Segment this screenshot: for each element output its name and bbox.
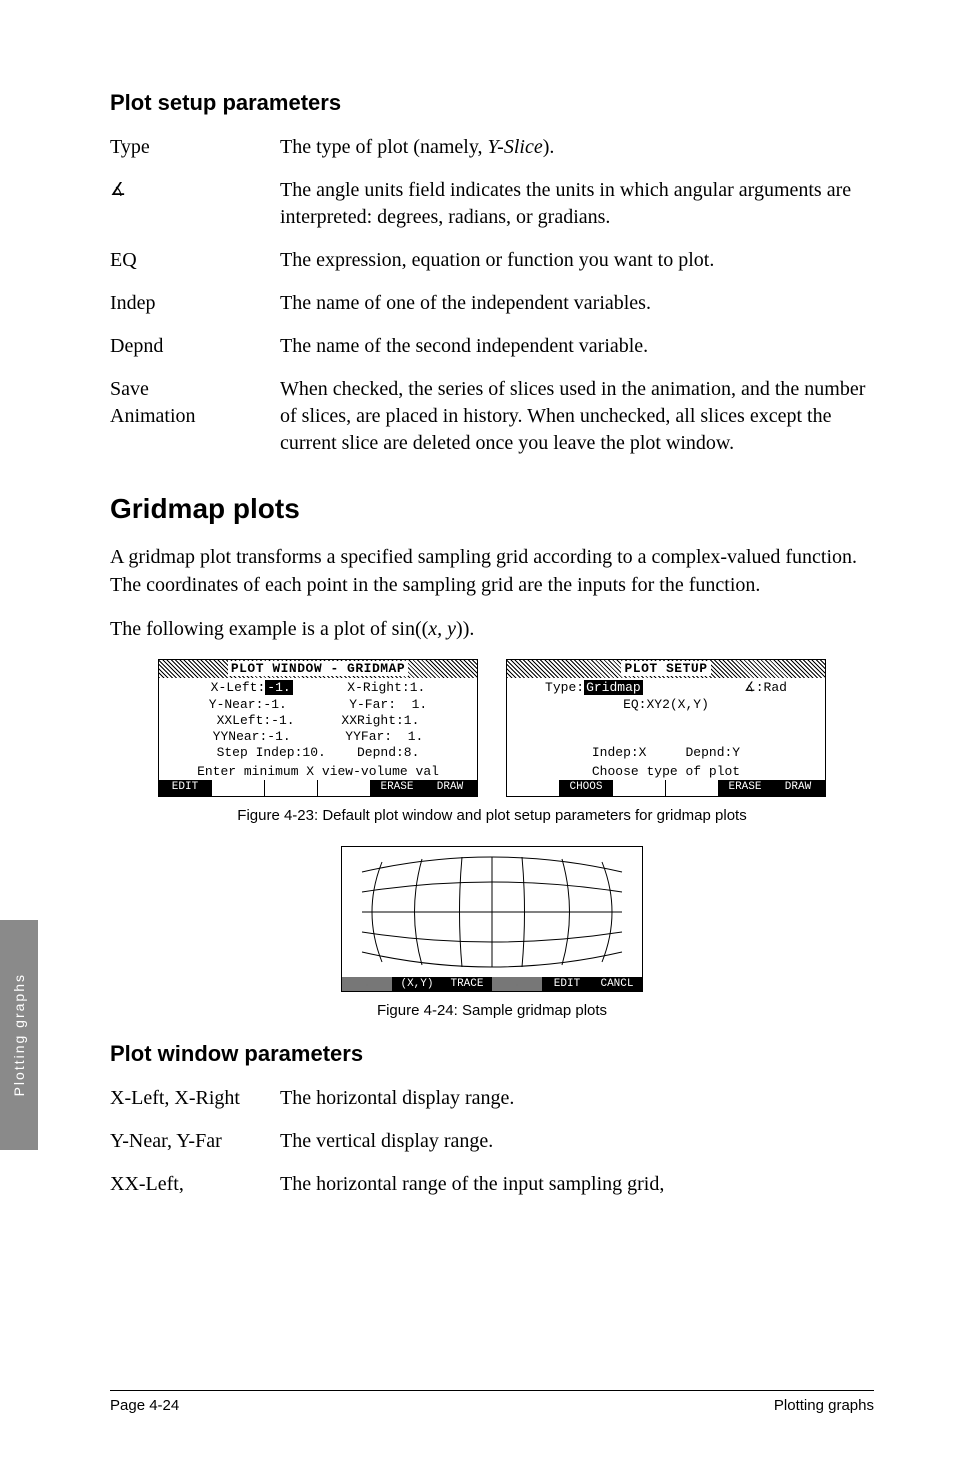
text-italic: Y-Slice bbox=[488, 136, 543, 158]
param-term: XX-Left, bbox=[110, 1171, 280, 1198]
softkey-blank bbox=[265, 780, 318, 796]
gridmap-sample: . (X,Y) TRACE . EDIT CANCL bbox=[341, 846, 643, 992]
softkey-blank bbox=[212, 780, 265, 796]
softkey-blank bbox=[613, 780, 666, 796]
paragraph: A gridmap plot transforms a specified sa… bbox=[110, 543, 874, 599]
param-row: XX-Left, The horizontal range of the inp… bbox=[110, 1171, 874, 1198]
figure-4-23: PLOT WINDOW - GRIDMAP X-Left:-1. X-Right… bbox=[110, 659, 874, 797]
field-type-value: Gridmap bbox=[584, 680, 643, 695]
text-italic: x, y bbox=[428, 618, 456, 640]
softkey[interactable]: DRAW bbox=[424, 780, 477, 796]
lcd-titlebar: PLOT SETUP bbox=[507, 660, 825, 678]
text: ). bbox=[543, 136, 555, 158]
gridmap-softkeys: . (X,Y) TRACE . EDIT CANCL bbox=[342, 977, 642, 991]
param-row: Depnd The name of the second independent… bbox=[110, 333, 874, 360]
text: Animation bbox=[110, 405, 196, 427]
text: Save bbox=[110, 378, 149, 400]
field-xleft-value: -1. bbox=[265, 680, 292, 695]
lcd-body: Type:Gridmap ∡:Rad EQ:XY2(X,Y) Indep:X D… bbox=[507, 678, 825, 763]
softkey-blank bbox=[318, 780, 371, 796]
lcd-plot-setup: PLOT SETUP Type:Gridmap ∡:Rad EQ:XY2(X,Y… bbox=[506, 659, 826, 797]
param-term-angle: ∡ bbox=[110, 177, 280, 231]
footer-section: Plotting graphs bbox=[774, 1397, 874, 1414]
text: The type of plot (namely, bbox=[280, 136, 488, 158]
softkey-blank: . bbox=[492, 977, 542, 991]
text: Type: bbox=[545, 680, 584, 695]
param-def: The type of plot (namely, Y-Slice). bbox=[280, 134, 874, 161]
lcd-titlebar: PLOT WINDOW - GRIDMAP bbox=[159, 660, 477, 678]
param-def: The horizontal range of the input sampli… bbox=[280, 1171, 874, 1198]
param-row: Indep The name of one of the independent… bbox=[110, 290, 874, 317]
softkey[interactable]: (X,Y) bbox=[392, 977, 442, 991]
softkey[interactable]: EDIT bbox=[159, 780, 212, 796]
gridmap-svg bbox=[342, 847, 642, 977]
lcd-softkeys: CHOOS ERASE DRAW bbox=[507, 780, 825, 796]
softkey-blank bbox=[507, 780, 560, 796]
side-tab-label: Plotting graphs bbox=[11, 973, 27, 1096]
text: )). bbox=[456, 618, 474, 640]
param-row: X-Left, X-Right The horizontal display r… bbox=[110, 1085, 874, 1112]
param-def: The name of the second independent varia… bbox=[280, 333, 874, 360]
softkey[interactable]: ERASE bbox=[371, 780, 424, 796]
param-def: The vertical display range. bbox=[280, 1128, 874, 1155]
softkey[interactable]: ERASE bbox=[719, 780, 772, 796]
param-row: Save Animation When checked, the series … bbox=[110, 376, 874, 457]
param-term: Save Animation bbox=[110, 376, 280, 457]
text: ∡:Rad bbox=[744, 680, 787, 695]
param-def: The expression, equation or function you… bbox=[280, 247, 874, 274]
figure-4-24: . (X,Y) TRACE . EDIT CANCL bbox=[110, 846, 874, 992]
param-term: EQ bbox=[110, 247, 280, 274]
param-term: X-Left, X-Right bbox=[110, 1085, 280, 1112]
softkey[interactable]: CANCL bbox=[592, 977, 642, 991]
window-params-list: X-Left, X-Right The horizontal display r… bbox=[110, 1085, 874, 1198]
param-row: ∡ The angle units field indicates the un… bbox=[110, 177, 874, 231]
param-term: Type bbox=[110, 134, 280, 161]
param-term: Y-Near, Y-Far bbox=[110, 1128, 280, 1155]
softkey-blank bbox=[666, 780, 719, 796]
softkey[interactable]: TRACE bbox=[442, 977, 492, 991]
param-row: EQ The expression, equation or function … bbox=[110, 247, 874, 274]
heading-window-params: Plot window parameters bbox=[110, 1041, 874, 1067]
text: The following example is a plot of sin(( bbox=[110, 618, 428, 640]
param-term: Depnd bbox=[110, 333, 280, 360]
param-def: The angle units field indicates the unit… bbox=[280, 177, 874, 231]
param-def: When checked, the series of slices used … bbox=[280, 376, 874, 457]
heading-gridmap: Gridmap plots bbox=[110, 493, 874, 525]
page: Plotting graphs Plot setup parameters Ty… bbox=[0, 0, 954, 1464]
param-def: The horizontal display range. bbox=[280, 1085, 874, 1112]
lcd-title: PLOT SETUP bbox=[621, 661, 710, 676]
param-def: The name of one of the independent varia… bbox=[280, 290, 874, 317]
softkey[interactable]: DRAW bbox=[772, 780, 825, 796]
lcd-hint: Choose type of plot bbox=[507, 764, 825, 780]
page-footer: Page 4-24 Plotting graphs bbox=[110, 1390, 874, 1414]
setup-params-list: Type The type of plot (namely, Y-Slice).… bbox=[110, 134, 874, 457]
footer-page-number: Page 4-24 bbox=[110, 1397, 179, 1414]
param-term: Indep bbox=[110, 290, 280, 317]
lcd-plot-window: PLOT WINDOW - GRIDMAP X-Left:-1. X-Right… bbox=[158, 659, 478, 797]
softkey[interactable]: CHOOS bbox=[560, 780, 613, 796]
paragraph: The following example is a plot of sin((… bbox=[110, 615, 874, 643]
softkey[interactable]: EDIT bbox=[542, 977, 592, 991]
param-row: Type The type of plot (namely, Y-Slice). bbox=[110, 134, 874, 161]
text: Indep:X Depnd:Y bbox=[592, 745, 740, 760]
softkey-blank: . bbox=[342, 977, 392, 991]
lcd-softkeys: EDIT ERASE DRAW bbox=[159, 780, 477, 796]
heading-setup-params: Plot setup parameters bbox=[110, 90, 874, 116]
text: EQ:XY2(X,Y) bbox=[623, 697, 709, 712]
lcd-hint: Enter minimum X view-volume val bbox=[159, 764, 477, 780]
lcd-title: PLOT WINDOW - GRIDMAP bbox=[228, 661, 408, 676]
lcd-body: X-Left:-1. X-Right:1. Y-Near:-1. Y-Far: … bbox=[159, 678, 477, 763]
caption-fig-4-24: Figure 4-24: Sample gridmap plots bbox=[110, 1002, 874, 1019]
param-row: Y-Near, Y-Far The vertical display range… bbox=[110, 1128, 874, 1155]
caption-fig-4-23: Figure 4-23: Default plot window and plo… bbox=[110, 807, 874, 824]
side-tab: Plotting graphs bbox=[0, 920, 38, 1150]
